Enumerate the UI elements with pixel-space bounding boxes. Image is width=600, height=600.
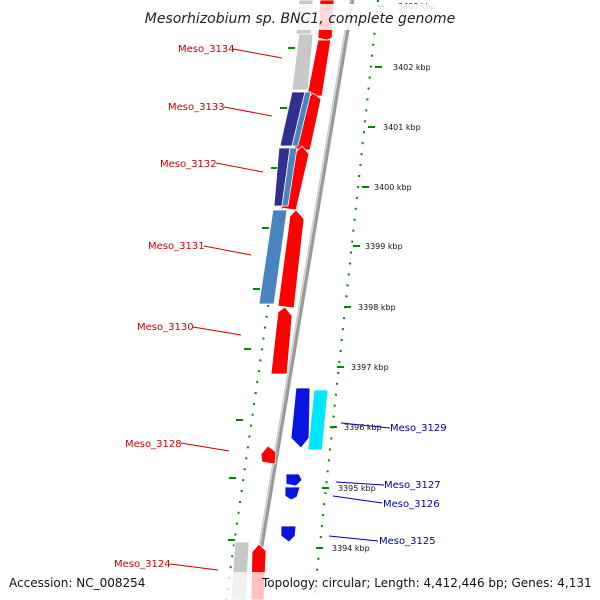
gene-label-meso-3132[interactable]: Meso_3132 xyxy=(160,159,217,170)
gene-feature-blue xyxy=(280,525,297,543)
scale-label-3401: 3401 kbp xyxy=(383,123,421,132)
left-gene-labels: Meso_3134 Meso_3133 Meso_3132 Meso_3131 … xyxy=(114,44,235,570)
gene-feature-red xyxy=(306,37,332,97)
gene-feature-blue xyxy=(285,473,303,487)
inner-ruler-ticks xyxy=(228,47,295,541)
gene-feature-blue xyxy=(284,486,301,501)
scale-label-3402: 3402 kbp xyxy=(393,63,431,72)
genes-right-side xyxy=(280,387,329,543)
gene-label-meso-3128[interactable]: Meso_3128 xyxy=(125,439,182,450)
ruler-major-ticks xyxy=(316,5,384,549)
gene-feature-red xyxy=(277,209,305,309)
gene-label-meso-3131[interactable]: Meso_3131 xyxy=(148,241,205,252)
scale-label-3398: 3398 kbp xyxy=(358,303,396,312)
accession-text: Accession: NC_008254 xyxy=(9,576,146,590)
genes-reverse-strand xyxy=(230,0,314,600)
scale-labels: 3403 kbp 3402 kbp 3401 kbp 3400 kbp 3399… xyxy=(332,2,436,553)
scale-label-3399: 3399 kbp xyxy=(365,242,403,251)
gene-label-meso-3125[interactable]: Meso_3125 xyxy=(379,536,436,547)
map-title: Mesorhizobium sp. BNC1, complete genome xyxy=(145,11,456,27)
gene-label-meso-3133[interactable]: Meso_3133 xyxy=(168,102,225,113)
gene-label-meso-3126[interactable]: Meso_3126 xyxy=(383,499,440,510)
gene-feature-steel xyxy=(258,209,288,305)
gene-label-meso-3130[interactable]: Meso_3130 xyxy=(137,322,194,333)
gene-feature-blue xyxy=(290,387,311,449)
gene-feature-steel xyxy=(291,91,312,147)
gene-label-meso-3134[interactable]: Meso_3134 xyxy=(178,44,235,55)
gene-feature-red xyxy=(260,445,277,465)
scale-label-3397: 3397 kbp xyxy=(351,363,389,372)
gene-feature-red xyxy=(270,306,293,375)
gene-label-meso-3129[interactable]: Meso_3129 xyxy=(390,423,447,434)
genome-backbone xyxy=(249,0,355,600)
left-leader-lines xyxy=(169,48,283,571)
gene-feature-steel xyxy=(281,147,298,207)
ruler-dotted-lines xyxy=(225,0,379,600)
topology-text: Topology: circular; Length: 4,412,446 bp… xyxy=(262,576,592,590)
right-leader-lines xyxy=(328,422,391,542)
gene-feature-gray xyxy=(291,33,314,91)
gene-label-meso-3124[interactable]: Meso_3124 xyxy=(114,559,171,570)
gene-label-meso-3127[interactable]: Meso_3127 xyxy=(384,480,441,491)
title-backing xyxy=(140,4,460,30)
scale-label-3400: 3400 kbp xyxy=(374,183,412,192)
right-gene-labels: Meso_3129 Meso_3127 Meso_3126 Meso_3125 xyxy=(379,423,447,547)
footer-backing xyxy=(0,572,600,600)
scale-label-3394: 3394 kbp xyxy=(332,544,370,553)
gene-feature-cyan xyxy=(307,389,329,451)
scale-label-3396: 3396 kbp xyxy=(344,423,382,432)
scale-label-3395: 3395 kbp xyxy=(338,484,376,493)
